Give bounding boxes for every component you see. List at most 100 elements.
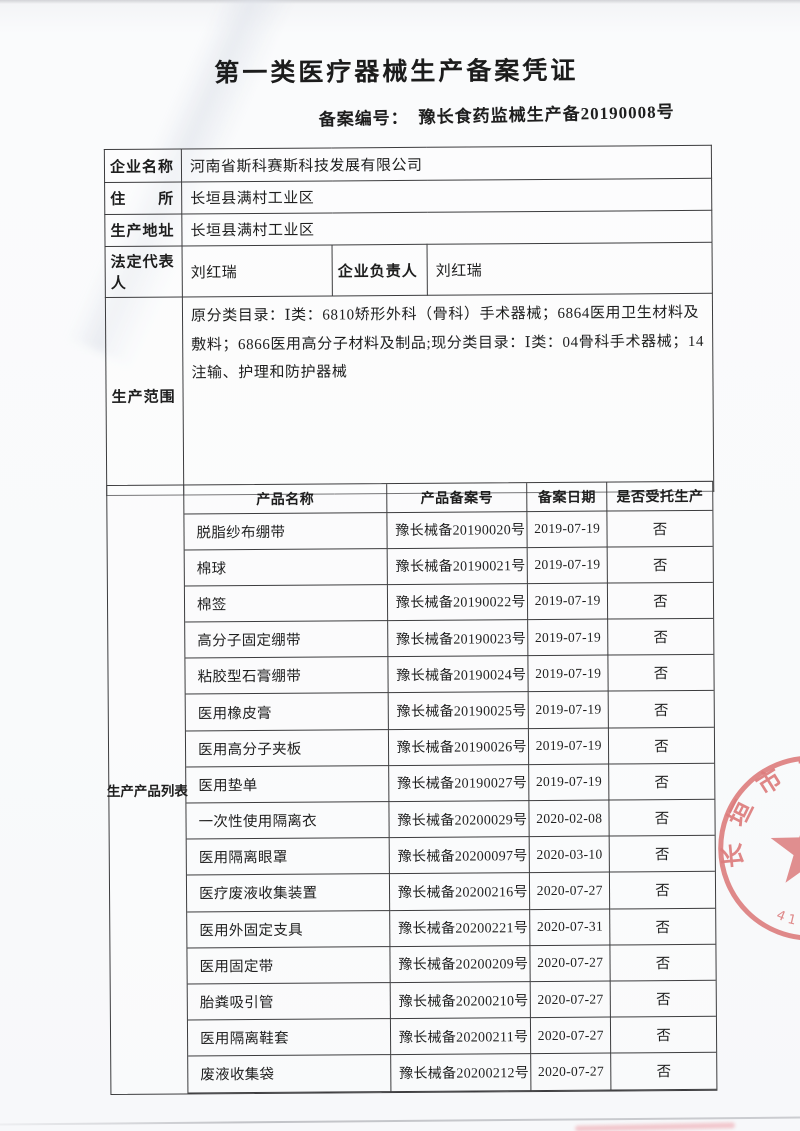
header-filing-date: 备案日期	[526, 482, 608, 512]
filing-date-cell: 2019-07-19	[527, 619, 609, 656]
product-regno-cell: 豫长械备20200216号	[389, 872, 530, 911]
table-row: 医用橡皮膏 豫长械备20190025号 2019-07-19 否	[185, 690, 714, 731]
production-address-label: 生产地址	[104, 214, 183, 247]
product-regno-cell: 豫长械备20190027号	[388, 764, 530, 802]
product-list-table: 产品名称 产品备案号 备案日期 是否受托生产 脱脂纱布绷带 豫长械备2019002…	[184, 481, 717, 1093]
product-regno-cell: 豫长械备20200209号	[389, 945, 531, 983]
table-row: 医用隔离眼罩 豫长械备20200097号 2020-03-10 否	[186, 835, 715, 876]
product-name-cell: 医用橡皮膏	[185, 693, 389, 731]
filing-date-cell: 2019-07-19	[528, 763, 610, 801]
product-list-section: 生产产品列表 产品名称 产品备案号 备案日期 是否受托生产 脱脂纱布绷带 豫长械备…	[106, 480, 718, 1095]
filing-date-cell: 2020-07-27	[530, 944, 611, 982]
entrusted-cell: 否	[608, 726, 715, 764]
legal-representative-value: 刘红瑞	[182, 244, 333, 298]
product-table-header-row: 产品名称 产品备案号 备案日期 是否受托生产	[184, 481, 713, 514]
product-regno-cell: 豫长械备20190025号	[388, 692, 529, 730]
header-product-regno: 产品备案号	[386, 483, 528, 513]
filing-date-cell: 2020-07-27	[530, 980, 611, 1018]
company-name-label: 企业名称	[104, 149, 182, 183]
filing-date-cell: 2020-07-27	[530, 1017, 611, 1054]
product-name-cell: 医疗废液收集装置	[186, 873, 390, 912]
enterprise-principal-value: 刘红瑞	[427, 242, 713, 296]
table-row: 生产范围 原分类目录：Ⅰ类：6810矫形外科（骨科）手术器械；6864医用卫生材…	[105, 293, 714, 496]
filing-date-cell: 2020-02-08	[529, 800, 610, 837]
product-name-cell: 医用垫单	[186, 765, 389, 803]
residence-label: 住 所	[104, 182, 182, 215]
table-row: 医用固定带 豫长械备20200209号 2020-07-27 否	[187, 944, 716, 984]
entrusted-cell: 否	[608, 763, 715, 801]
product-regno-cell: 豫长械备20200212号	[390, 1053, 532, 1092]
product-regno-cell: 豫长械备20190020号	[386, 511, 528, 549]
table-row: 胎粪吸引管 豫长械备20200210号 2020-07-27 否	[187, 980, 716, 1021]
product-name-cell: 医用固定带	[187, 946, 391, 984]
product-regno-cell: 豫长械备20200210号	[390, 981, 531, 1019]
entrusted-cell: 否	[607, 546, 713, 583]
filing-date-cell: 2019-07-19	[527, 582, 608, 620]
product-name-cell: 胎粪吸引管	[187, 982, 391, 1021]
production-scope-value: 原分类目录：Ⅰ类：6810矫形外科（骨科）手术器械；6864医用卫生材料及敷料；…	[182, 293, 714, 496]
production-address-value: 长垣县满村工业区	[181, 210, 713, 247]
filing-number-label: 备案编号：	[318, 108, 409, 130]
scan-top-edge	[0, 0, 800, 4]
seal-ring-text: 长垣市市场监督管理局	[700, 737, 800, 869]
filing-date-cell: 2020-03-10	[529, 836, 610, 873]
filing-number-value: 豫长食药监械生产备20190008号	[418, 102, 675, 128]
entrusted-cell: 否	[607, 509, 713, 547]
filing-date-cell: 2019-07-19	[528, 691, 609, 729]
table-row: 住 所 长垣县满村工业区	[104, 178, 712, 215]
entrusted-cell: 否	[609, 799, 715, 837]
product-name-cell: 脱脂纱布绷带	[184, 512, 388, 550]
table-row: 企业名称 河南省斯科赛斯科技发展有限公司	[104, 145, 712, 183]
seal-code-text: 410728	[774, 907, 800, 930]
product-regno-cell: 豫长械备20190024号	[387, 655, 529, 694]
filing-date-cell: 2020-07-31	[529, 908, 611, 946]
enterprise-principal-label: 企业负责人	[332, 244, 428, 296]
table-row: 一次性使用隔离衣 豫长械备20200029号 2020-02-08 否	[186, 799, 715, 840]
seal-star-icon	[770, 810, 800, 883]
product-regno-cell: 豫长械备20200211号	[390, 1017, 531, 1055]
certificate-title: 第一类医疗器械生产备案凭证	[214, 57, 579, 88]
filing-number-line: 备案编号： 豫长食药监械生产备20190008号	[318, 97, 674, 130]
table-row: 医疗废液收集装置 豫长械备20200216号 2020-07-27 否	[186, 871, 716, 912]
filing-date-cell: 2020-07-27	[530, 1053, 612, 1091]
entrusted-cell: 否	[610, 980, 716, 1018]
legal-representative-label: 法定代表人	[105, 246, 183, 298]
entrusted-cell: 否	[609, 907, 716, 945]
header-entrusted: 是否受托生产	[606, 481, 713, 511]
product-list-side-cell: 生产产品列表	[106, 485, 189, 1094]
table-row: 棉球 豫长械备20190021号 2019-07-19 否	[184, 546, 713, 586]
product-regno-cell: 豫长械备20200221号	[389, 909, 531, 947]
entrusted-cell: 否	[607, 618, 714, 656]
company-info-table: 企业名称 河南省斯科赛斯科技发展有限公司 住 所 长垣县满村工业区 生产地址 长…	[104, 145, 714, 496]
product-name-cell: 废液收集袋	[188, 1054, 391, 1093]
product-regno-cell: 豫长械备20190026号	[388, 728, 529, 766]
entrusted-cell: 否	[610, 1016, 717, 1054]
table-row: 医用垫单 豫长械备20190027号 2019-07-19 否	[186, 763, 715, 803]
table-row: 医用隔离鞋套 豫长械备20200211号 2020-07-27 否	[187, 1016, 717, 1057]
entrusted-cell: 否	[607, 582, 714, 620]
header-product-name: 产品名称	[184, 484, 387, 514]
product-name-cell: 高分子固定绷带	[185, 620, 388, 659]
seal-ring	[718, 755, 800, 941]
product-regno-cell: 豫长械备20190023号	[387, 619, 529, 657]
product-table-body: 脱脂纱布绷带 豫长械备20190020号 2019-07-19 否棉球 豫长械备2019…	[184, 509, 717, 1093]
product-name-cell: 医用外固定支具	[187, 910, 390, 948]
table-row: 医用外固定支具 豫长械备20200221号 2020-07-31 否	[187, 907, 716, 948]
table-row: 法定代表人 刘红瑞 企业负责人 刘红瑞	[105, 242, 713, 298]
product-name-cell: 医用隔离眼罩	[186, 837, 390, 876]
table-row: 废液收集袋 豫长械备20200212号 2020-07-27 否	[188, 1052, 717, 1093]
product-list-side-label: 生产产品列表	[106, 783, 188, 799]
filing-date-cell: 2019-07-19	[528, 727, 609, 765]
product-name-cell: 医用隔离鞋套	[187, 1018, 391, 1057]
entrusted-cell: 否	[610, 944, 716, 981]
entrusted-cell: 否	[608, 690, 714, 728]
entrusted-cell: 否	[610, 1052, 717, 1090]
filing-date-cell: 2019-07-19	[528, 655, 609, 693]
product-name-cell: 棉签	[184, 584, 388, 623]
production-scope-label: 生产范围	[105, 297, 184, 496]
table-row: 医用高分子夹板 豫长械备20190026号 2019-07-19 否	[185, 726, 715, 767]
product-regno-cell: 豫长械备20190021号	[387, 547, 528, 585]
table-row: 棉签 豫长械备20190022号 2019-07-19 否	[184, 582, 714, 623]
